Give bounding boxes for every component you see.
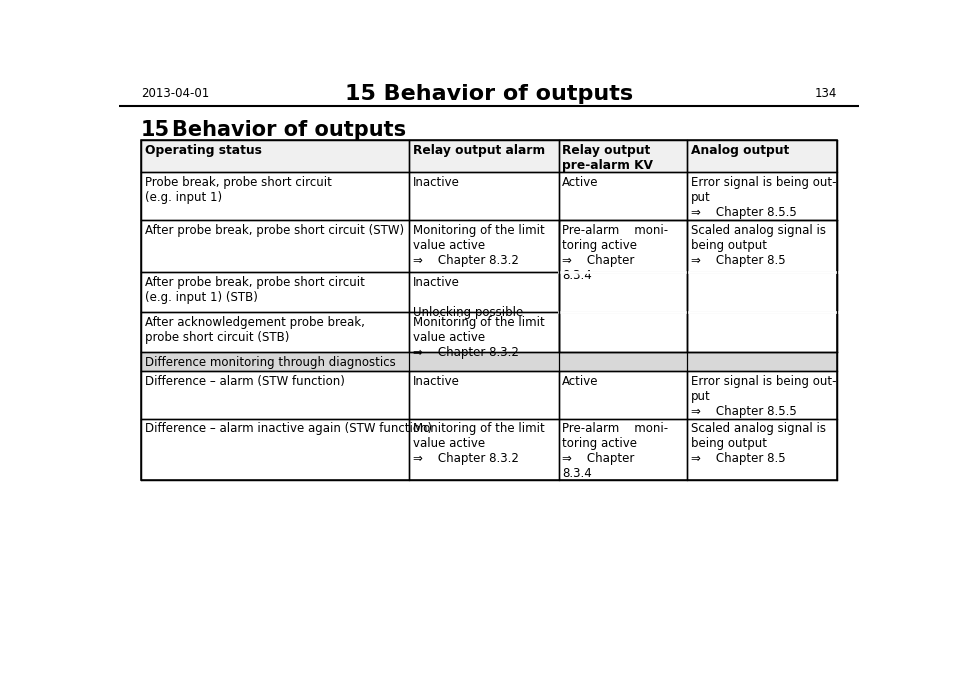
Bar [686,371,836,418]
Bar [141,139,409,172]
Bar [409,418,558,480]
Text: Behavior of outputs: Behavior of outputs [172,120,406,139]
Text: Inactive: Inactive [413,374,459,388]
Bar [558,139,686,172]
Text: Monitoring of the limit
value active
⇒    Chapter 8.3.2: Monitoring of the limit value active ⇒ C… [413,422,544,465]
Bar [558,418,686,480]
Bar [686,272,836,312]
Bar [558,220,686,352]
Text: Scaled analog signal is
being output
⇒    Chapter 8.5: Scaled analog signal is being output ⇒ C… [690,223,825,267]
Bar [141,272,409,312]
Bar [558,139,686,172]
Text: Scaled analog signal is
being output
⇒    Chapter 8.5: Scaled analog signal is being output ⇒ C… [690,422,825,465]
Text: Inactive

Unlocking possible: Inactive Unlocking possible [413,276,522,319]
Bar [141,312,409,352]
Bar [141,139,836,480]
Bar [686,418,836,480]
Text: After probe break, probe short circuit (STW): After probe break, probe short circuit (… [145,223,403,237]
Bar [558,371,686,418]
Bar [686,220,836,352]
Bar [409,220,558,272]
Bar [409,371,558,418]
Text: Pre-alarm    moni-
toring active
⇒    Chapter
8.3.4: Pre-alarm moni- toring active ⇒ Chapter … [562,422,668,481]
Bar [686,312,836,352]
Bar [141,272,409,312]
Bar [141,418,409,480]
Text: 15 Behavior of outputs: 15 Behavior of outputs [344,83,633,104]
Bar [558,220,686,272]
Bar [686,139,836,172]
Bar [409,312,558,352]
Text: Monitoring of the limit
value active
⇒    Chapter 8.3.2: Monitoring of the limit value active ⇒ C… [413,316,544,359]
Text: Relay output
pre-alarm KV: Relay output pre-alarm KV [562,144,653,171]
Text: Error signal is being out-
put
⇒    Chapter 8.5.5: Error signal is being out- put ⇒ Chapter… [690,176,836,219]
Bar [558,172,686,220]
Bar [409,418,558,480]
Text: After acknowledgement probe break,
probe short circuit (STB): After acknowledgement probe break, probe… [145,316,364,344]
Bar [141,139,409,172]
Bar [686,371,836,418]
Bar [141,352,836,371]
Bar [686,172,836,220]
Text: 134: 134 [814,87,836,100]
Bar [141,172,409,220]
Bar [558,312,686,352]
Bar [686,139,836,172]
Bar [409,371,558,418]
Bar [558,272,686,312]
Bar [686,220,836,352]
Bar [558,172,686,220]
Bar [141,352,836,371]
Bar [409,220,558,272]
Bar [141,371,409,418]
Text: Difference monitoring through diagnostics: Difference monitoring through diagnostic… [145,356,395,369]
Bar [141,172,409,220]
Text: Operating status: Operating status [145,144,261,156]
Bar [409,139,558,172]
Bar [558,220,686,352]
Bar [409,139,558,172]
Text: 15: 15 [141,120,170,139]
Bar [141,371,409,418]
Bar [141,220,409,272]
Bar [409,172,558,220]
Bar [686,418,836,480]
Text: Pre-alarm    moni-
toring active
⇒    Chapter
8.3.4: Pre-alarm moni- toring active ⇒ Chapter … [562,223,668,282]
Bar [141,312,409,352]
Bar [141,220,409,272]
Text: Active: Active [562,176,598,189]
Text: Difference – alarm inactive again (STW function): Difference – alarm inactive again (STW f… [145,422,432,435]
Bar [409,172,558,220]
Bar [686,220,836,272]
Bar [558,371,686,418]
Bar [558,418,686,480]
Bar [141,418,409,480]
Text: Analog output: Analog output [690,144,788,156]
Bar [409,272,558,312]
Bar [409,312,558,352]
Text: Inactive: Inactive [413,176,459,189]
Bar [409,272,558,312]
Text: Active: Active [562,374,598,388]
Bar [686,172,836,220]
Text: Probe break, probe short circuit
(e.g. input 1): Probe break, probe short circuit (e.g. i… [145,176,332,204]
Text: After probe break, probe short circuit
(e.g. input 1) (STB): After probe break, probe short circuit (… [145,276,364,304]
Text: Error signal is being out-
put
⇒    Chapter 8.5.5: Error signal is being out- put ⇒ Chapter… [690,374,836,418]
Text: 2013-04-01: 2013-04-01 [141,87,209,100]
Text: Monitoring of the limit
value active
⇒    Chapter 8.3.2: Monitoring of the limit value active ⇒ C… [413,223,544,267]
Text: Difference – alarm (STW function): Difference – alarm (STW function) [145,374,344,388]
Text: Relay output alarm: Relay output alarm [413,144,544,156]
